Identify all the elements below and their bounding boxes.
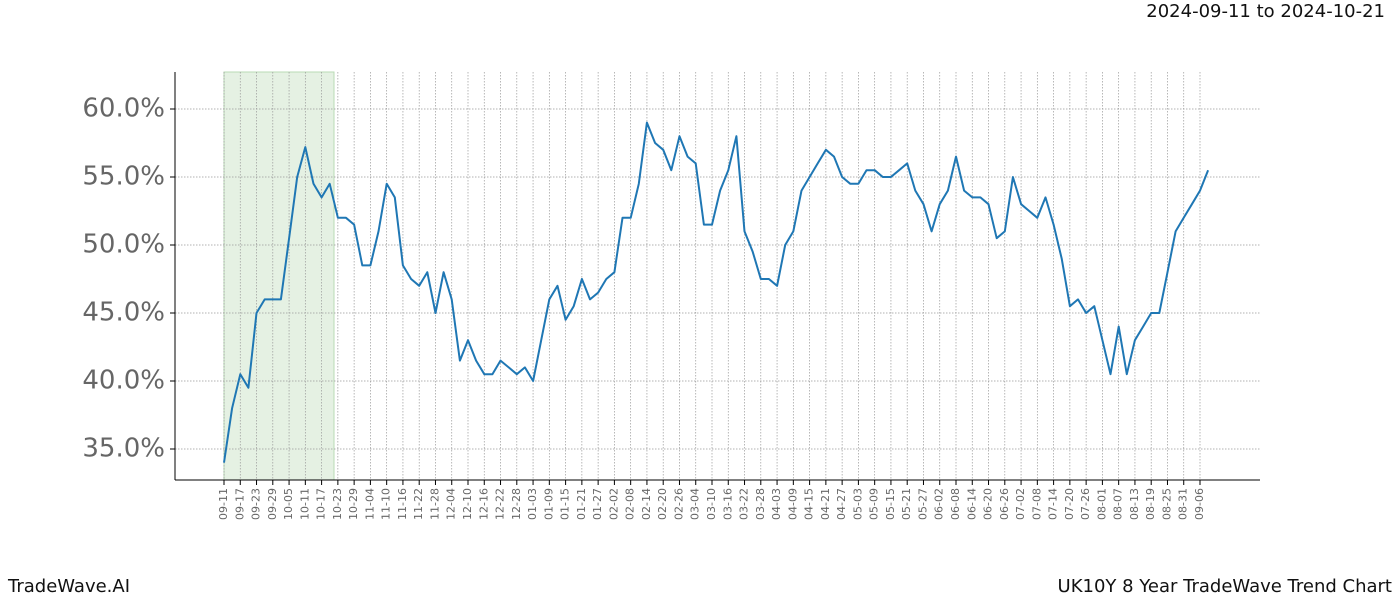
x-tick-label: 09-17 [233, 488, 246, 520]
y-tick-label: 40.0% [82, 365, 165, 395]
y-tick-label: 50.0% [82, 229, 165, 259]
x-tick-label: 10-11 [298, 488, 311, 520]
line-series [223, 121, 1210, 463]
plot: 35.0% 40.0% 45.0% 50.0% 55.0% 60.0% 09-11 09-17… [82, 72, 1260, 520]
y-tick-label: 35.0% [82, 433, 165, 463]
x-tick-label: 08-01 [1095, 488, 1108, 520]
chart-title: 2024-09-11 to 2024-10-21 [1146, 1, 1385, 22]
x-tick-label: 02-02 [607, 488, 620, 520]
x-tick-label: 04-03 [770, 488, 783, 520]
x-tick-label: 02-08 [624, 488, 637, 520]
x-tick-label: 10-29 [347, 488, 360, 520]
x-tick-label: 08-25 [1160, 488, 1173, 520]
y-tick-label: 45.0% [82, 297, 165, 327]
x-tick-label: 11-04 [363, 488, 376, 520]
x-tick-label: 03-10 [705, 488, 718, 520]
x-tick-label: 02-14 [640, 488, 653, 520]
x-tick-label: 05-03 [851, 488, 864, 520]
x-tick-label: 06-14 [965, 488, 978, 520]
x-tick-label: 04-15 [803, 488, 816, 520]
x-tick-label: 01-09 [542, 488, 555, 520]
x-tick-label: 11-28 [428, 488, 441, 520]
footer-right: UK10Y 8 Year TradeWave Trend Chart [1058, 576, 1392, 597]
x-tick-label: 09-11 [217, 488, 230, 520]
x-tick-label: 05-21 [900, 488, 913, 520]
x-tick-label: 10-23 [331, 488, 344, 520]
x-tick-label: 04-21 [819, 488, 832, 520]
x-tick-label: 06-20 [982, 488, 995, 520]
footer-left: TradeWave.AI [7, 576, 130, 597]
x-tick-label: 01-27 [591, 488, 604, 520]
x-tick-label: 05-15 [884, 488, 897, 520]
x-tick-label: 09-23 [250, 488, 263, 520]
x-tick-label: 03-22 [738, 488, 751, 520]
x-tick-label: 01-03 [526, 488, 539, 520]
x-tick-label: 07-26 [1079, 488, 1092, 520]
x-tick-label: 10-17 [315, 488, 328, 520]
highlight-band [223, 71, 335, 481]
x-tick-label: 04-27 [835, 488, 848, 520]
x-tick-label: 12-04 [445, 488, 458, 520]
x-tick-label: 08-13 [1128, 488, 1141, 520]
x-tick-label: 11-16 [396, 488, 409, 520]
x-tick-label: 01-15 [559, 488, 572, 520]
y-tick-label: 60.0% [82, 93, 165, 123]
x-tick-label: 09-06 [1193, 488, 1206, 520]
x-tick-label: 03-16 [721, 488, 734, 520]
x-tick-label: 09-29 [266, 488, 279, 520]
x-tick-label: 07-20 [1063, 488, 1076, 520]
x-tick-label: 05-27 [916, 488, 929, 520]
x-tick-label: 10-05 [282, 488, 295, 520]
x-tick-label: 11-22 [412, 488, 425, 520]
x-tick-label: 03-04 [689, 488, 702, 520]
x-tick-label: 12-10 [461, 488, 474, 520]
y-tick-label: 55.0% [82, 161, 165, 191]
x-tick-label: 02-20 [656, 488, 669, 520]
x-tick-label: 06-02 [933, 488, 946, 520]
x-tick-label: 08-31 [1177, 488, 1190, 520]
x-tick-label: 06-26 [998, 488, 1011, 520]
x-tick-label: 07-02 [1014, 488, 1027, 520]
x-tick-label: 07-08 [1030, 488, 1043, 520]
x-tick-label: 01-21 [575, 488, 588, 520]
x-tick-label: 11-10 [380, 488, 393, 520]
x-tick-label: 12-22 [494, 488, 507, 520]
x-tick-label: 12-28 [510, 488, 523, 520]
x-tick-label: 03-28 [754, 488, 767, 520]
x-tick-label: 02-26 [672, 488, 685, 520]
x-tick-label: 05-09 [868, 488, 881, 520]
x-tick-label: 04-09 [786, 488, 799, 520]
x-tick-label: 12-16 [477, 488, 490, 520]
x-tick-label: 06-08 [949, 488, 962, 520]
x-tick-label: 08-19 [1144, 488, 1157, 520]
x-tick-label: 08-07 [1112, 488, 1125, 520]
x-tick-label: 07-14 [1047, 488, 1060, 520]
